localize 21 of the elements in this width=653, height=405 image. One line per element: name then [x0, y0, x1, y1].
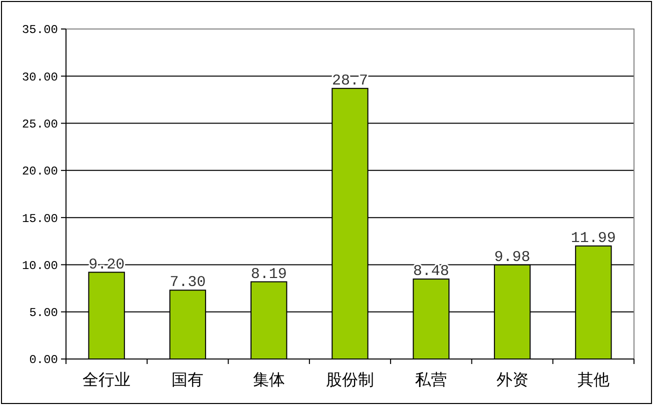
x-tick-label: 股份制 — [326, 370, 374, 389]
y-tick-label: 20.00 — [22, 164, 58, 179]
y-tick-label: 10.00 — [22, 258, 58, 273]
data-label: 9.98 — [494, 248, 530, 266]
x-tick-label: 集体 — [252, 370, 285, 389]
data-label: 8.19 — [250, 266, 287, 283]
data-label: 8.48 — [413, 263, 450, 280]
x-tick-label: 私营 — [415, 370, 448, 389]
data-label: 7.30 — [170, 274, 206, 292]
y-tick-label: 35.00 — [22, 23, 58, 38]
x-tick-label: 外资 — [496, 370, 528, 389]
x-tick-label: 全行业 — [82, 370, 131, 389]
data-label: 11.99 — [570, 230, 616, 247]
y-tick-label: 25.00 — [22, 117, 58, 132]
data-label: 28.7 — [332, 72, 368, 90]
y-tick-label: 30.00 — [22, 70, 58, 84]
x-tick-label: 其他 — [577, 370, 610, 389]
x-tick-label: 国有 — [172, 370, 204, 389]
y-tick-label: 15.00 — [22, 212, 58, 226]
y-tick-label: 5.00 — [29, 306, 58, 320]
y-tick-label: 0.00 — [29, 353, 58, 368]
